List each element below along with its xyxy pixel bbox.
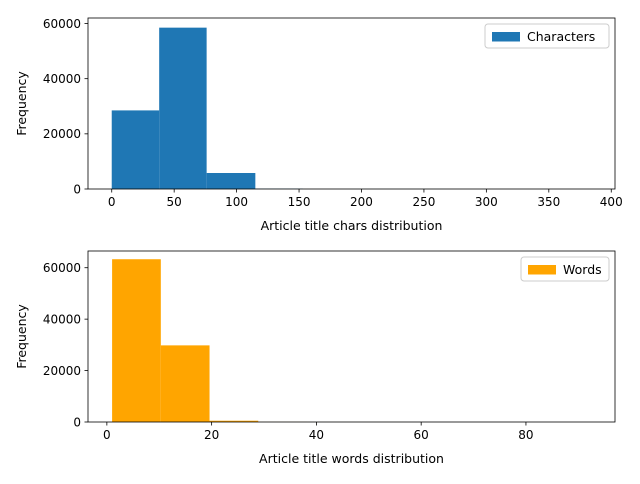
x-tick-label: 20 xyxy=(204,428,219,442)
x-tick-label: 150 xyxy=(288,195,311,209)
y-tick-label: 60000 xyxy=(43,261,81,275)
y-tick-label: 40000 xyxy=(43,312,81,326)
y-tick-label: 20000 xyxy=(43,364,81,378)
y-axis-label: Frequency xyxy=(14,71,29,136)
histogram-bar xyxy=(161,345,210,422)
legend: Characters xyxy=(485,24,609,48)
legend-label: Words xyxy=(563,262,602,277)
chart-panel-1: 0 50 100 150 200 250 300 350 400 0 20000 40000 60000… xyxy=(14,17,623,233)
y-axis-label: Frequency xyxy=(14,304,29,369)
y-tick-label: 60000 xyxy=(43,17,81,31)
chart-panel-2: 0 20 40 60 80 0 20000 40000 60000 Article title w… xyxy=(14,251,615,466)
series-1-bars xyxy=(112,28,447,189)
x-tick-label: 60 xyxy=(414,428,429,442)
legend-label: Characters xyxy=(527,29,595,44)
histogram-bar xyxy=(207,173,256,189)
y-tick-label: 20000 xyxy=(43,127,81,141)
x-tick-label: 400 xyxy=(600,195,623,209)
legend-swatch xyxy=(492,32,520,42)
x-tick-label: 350 xyxy=(537,195,560,209)
y-tick-label: 40000 xyxy=(43,72,81,86)
x-axis-label: Article title chars distribution xyxy=(261,218,443,233)
x-tick-label: 40 xyxy=(309,428,324,442)
histogram-bar xyxy=(112,259,161,422)
legend-swatch xyxy=(528,265,556,275)
histogram-bar xyxy=(159,28,206,189)
x-tick-label: 0 xyxy=(103,428,111,442)
x-tick-label: 50 xyxy=(167,195,182,209)
x-tick-label: 0 xyxy=(108,195,116,209)
x-tick-label: 100 xyxy=(225,195,248,209)
x-tick-label: 80 xyxy=(518,428,533,442)
x-tick-label: 300 xyxy=(475,195,498,209)
series-1-bars xyxy=(112,259,404,422)
x-tick-label: 250 xyxy=(412,195,435,209)
x-axis-label: Article title words distribution xyxy=(259,451,444,466)
y-tick-label: 0 xyxy=(73,182,81,196)
y-tick-label: 0 xyxy=(73,415,81,429)
x-tick-label: 200 xyxy=(350,195,373,209)
legend: Words xyxy=(521,257,609,281)
histogram-bar xyxy=(112,110,159,189)
